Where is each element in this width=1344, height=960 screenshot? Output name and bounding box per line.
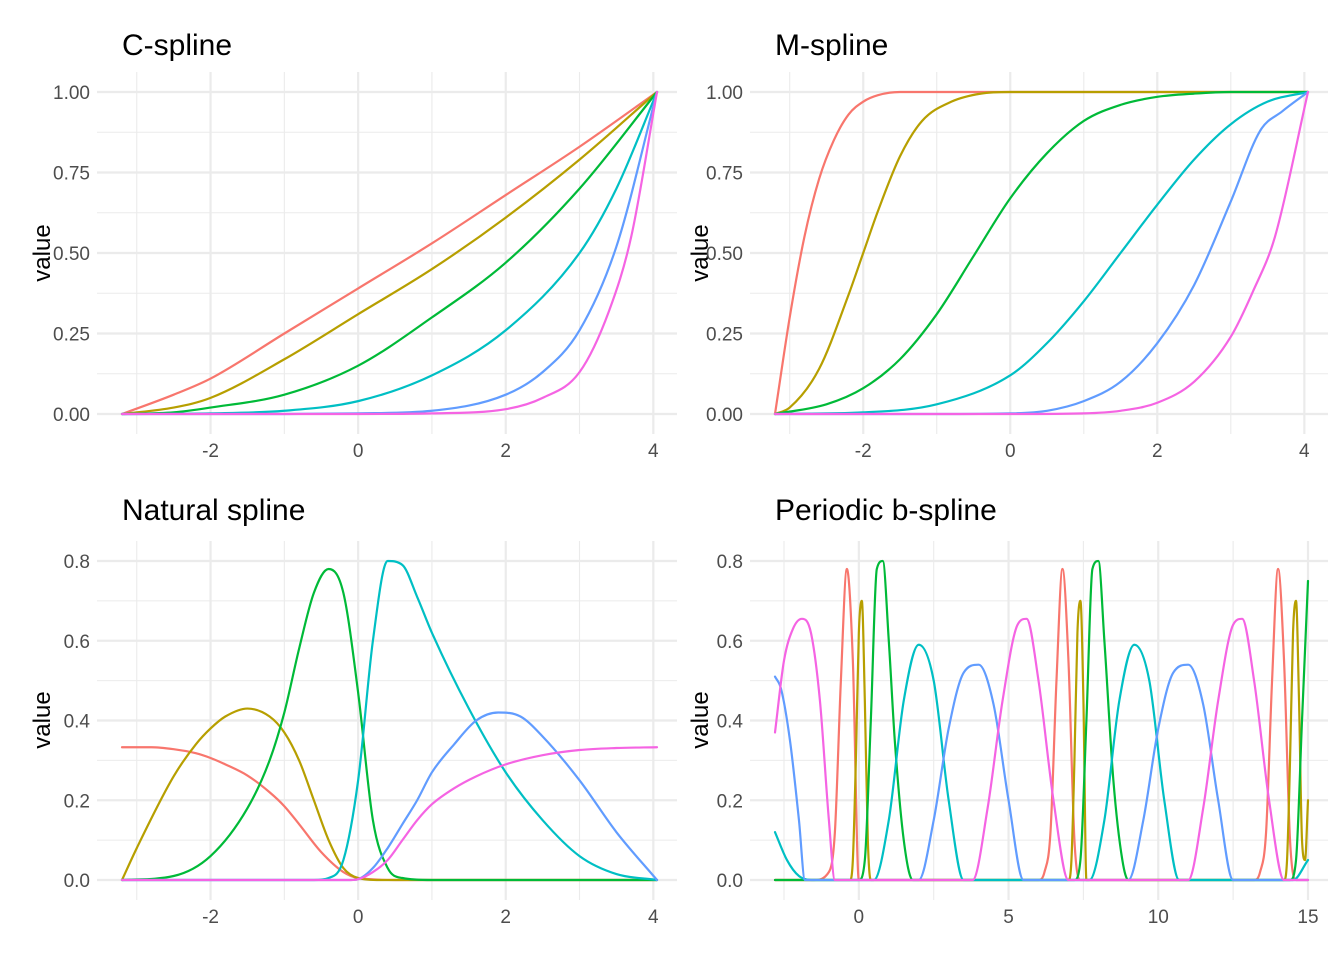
panel-title: Periodic b-spline [775,494,997,527]
y-tick-label: 0.00 [53,405,90,426]
series-line-4 [120,559,659,882]
panel-periodic-b-spline: Periodic b-spline value 0 5 10 15 0.0 0.2 0.4… [687,494,1328,928]
y-tick-label: 0.8 [717,552,743,573]
y-tick-label: 0.50 [53,244,90,265]
y-tick-label: 0.0 [717,871,743,892]
x-tick-label: 2 [1152,441,1163,462]
y-tick-labels: 0.00 0.25 0.50 0.75 1.00 [706,83,743,426]
panel-title: Natural spline [122,494,305,527]
series-line-3 [120,567,659,882]
y-axis-label: value [29,691,56,748]
x-tick-label: -2 [202,907,219,928]
series-layer [120,90,659,416]
x-tick-label: 10 [1148,907,1169,928]
x-tick-label: 4 [648,907,659,928]
y-tick-label: 0.00 [706,405,743,426]
series-line-3 [773,90,1310,416]
panel-c-spline: C-spline value -2 0 2 4 0.00 0.25 0.50 0.75 1.0… [29,29,677,462]
panel-title: M-spline [775,29,888,62]
series-line-2 [773,90,1310,416]
series-line-2 [773,599,1310,882]
series-layer [120,559,659,882]
series-line-1 [773,90,1310,416]
panel-natural-spline: Natural spline value -2 0 2 4 0.00.20.40.60… [29,494,677,928]
x-tick-labels: -2 0 2 4 [202,441,659,462]
series-line-1 [120,746,659,882]
x-tick-label: -2 [855,441,872,462]
y-tick-label: 0.6 [717,632,743,653]
y-tick-label: 0.0 [64,871,90,892]
series-line-6 [120,90,659,416]
x-tick-label: 4 [1299,441,1310,462]
series-line-6 [773,617,1310,882]
y-tick-label: 0.4 [717,712,744,733]
panel-title: C-spline [122,29,232,62]
x-tick-label: 15 [1297,907,1318,928]
y-tick-label: 0.50 [706,244,743,265]
y-tick-labels: 0.00 0.25 0.50 0.75 1.00 [53,83,90,426]
y-tick-label: 0.2 [717,791,743,812]
x-tick-label: 0 [854,907,865,928]
x-tick-label: 2 [500,441,511,462]
y-tick-label: 0.75 [706,164,743,185]
y-tick-labels: 0.0 0.2 0.4 0.6 0.8 [717,552,744,892]
y-tick-label: 1.00 [53,83,90,104]
y-tick-label: 0.25 [53,325,90,346]
y-tick-labels: 0.0 0.2 0.4 0.6 0.8 [64,552,91,892]
y-tick-label: 0.6 [64,632,90,653]
series-line-1 [120,90,659,416]
y-tick-label: 1.00 [706,83,743,104]
series-layer [773,90,1310,416]
y-tick-label: 0.8 [64,552,90,573]
grid [750,72,1328,434]
panel-m-spline: M-spline value -2 0 2 4 0.00 0.25 0.50 0.75 1.0… [687,29,1328,462]
y-tick-label: 0.75 [53,164,90,185]
series-line-6 [120,746,659,882]
y-axis-label: value [687,224,714,281]
x-tick-label: 5 [1003,907,1014,928]
series-line-6 [773,90,1310,416]
y-tick-label: 0.4 [64,712,91,733]
series-line-3 [120,90,659,416]
series-line-5 [773,663,1310,882]
x-tick-label: 0 [1005,441,1016,462]
y-axis-label: value [29,224,56,281]
x-tick-labels: 0 5 10 15 [854,907,1319,928]
x-tick-label: -2 [202,441,219,462]
series-line-1 [773,567,1310,882]
series-layer [773,559,1310,882]
grid [97,72,677,434]
x-tick-label: 0 [353,907,364,928]
x-tick-label: 4 [648,441,659,462]
y-tick-label: 0.2 [64,791,90,812]
x-tick-label: 2 [500,907,511,928]
grid [750,541,1328,900]
series-line-2 [120,90,659,416]
grid [97,541,677,900]
series-line-4 [773,90,1310,416]
x-tick-label: 0 [353,441,364,462]
x-tick-labels: -2 0 2 4 [855,441,1310,462]
y-axis-label: value [687,691,714,748]
x-tick-labels: -2 0 2 4 [202,907,659,928]
y-tick-label: 0.25 [706,325,743,346]
